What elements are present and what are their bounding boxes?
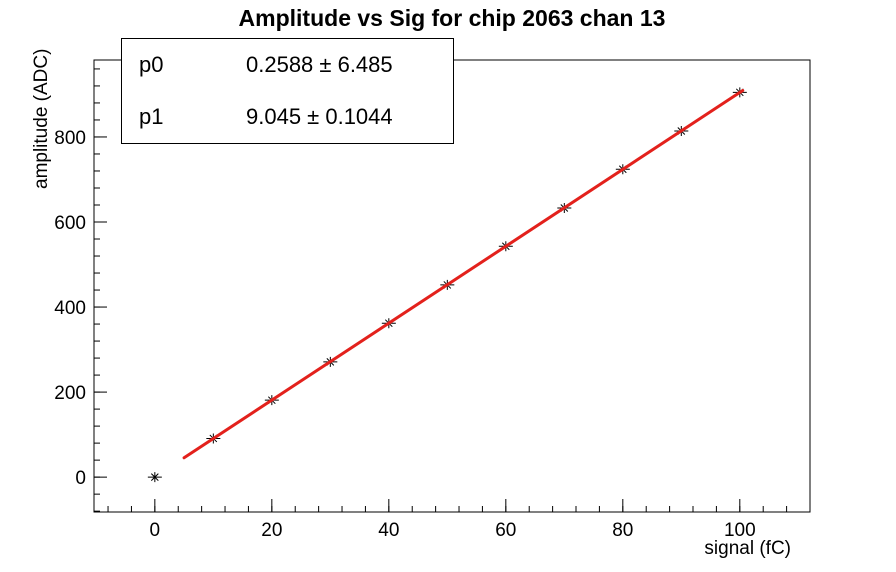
y-tick-label: 600 [54,213,86,234]
x-tick-label: 0 [150,520,161,541]
param-value: 0.2588 ± 6.485 [246,52,393,77]
y-tick-label: 200 [54,383,86,404]
y-tick-label: 0 [75,468,86,489]
x-tick-label: 100 [724,520,756,541]
data-point [147,472,162,483]
x-tick-label: 80 [612,520,633,541]
param-value: 9.045 ± 0.1044 [246,104,393,129]
stats-box: p0 0.2588 ± 6.485 p1 9.045 ± 0.1044 [121,38,454,144]
x-tick-label: 20 [261,520,282,541]
y-tick-label: 400 [54,298,86,319]
stats-row: p1 9.045 ± 0.1044 [139,104,453,130]
y-tick-label: 800 [54,128,86,149]
param-name: p1 [139,104,164,129]
param-name: p0 [139,52,164,77]
x-tick-label: 60 [495,520,516,541]
fit-line [182,88,745,460]
x-axis-title: signal (fC) [704,538,791,559]
y-axis-title: amplitude (ADC) [31,48,52,189]
stats-row: p0 0.2588 ± 6.485 [139,52,453,78]
chart-title: Amplitude vs Sig for chip 2063 chan 13 [238,5,666,31]
x-tick-label: 40 [378,520,399,541]
